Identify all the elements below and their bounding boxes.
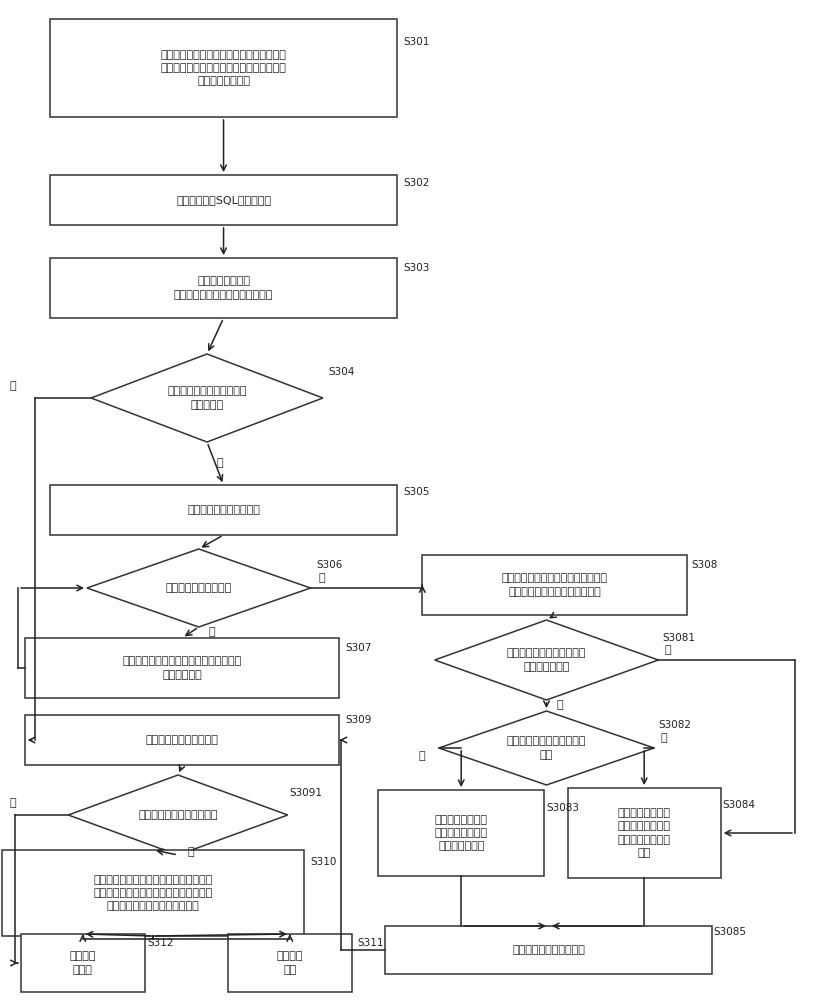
Polygon shape [434,620,657,700]
Text: 销毁会话上水平分区表二级索引异步并行
执行环境，并更新水平分区表中分区根表
二级索引的索引状态为有效状态: 销毁会话上水平分区表二级索引异步并行 执行环境，并更新水平分区表中分区根表 二级… [93,875,213,911]
Text: 是: 是 [217,458,223,468]
Text: 向用户报
错返回: 向用户报 错返回 [69,951,96,975]
FancyBboxPatch shape [50,485,397,535]
Text: S310: S310 [310,857,337,867]
FancyBboxPatch shape [378,790,543,876]
Text: 接收到二级索引创建指令后，将指令所对应
水平分区表中分区根表的二级索引的索引状
态设置为无效状态: 接收到二级索引创建指令后，将指令所对应 水平分区表中分区根表的二级索引的索引状 … [160,50,286,86]
Text: 等待所有异步子任务完成: 等待所有异步子任务完成 [146,735,218,745]
Polygon shape [87,549,310,627]
FancyBboxPatch shape [21,934,145,992]
Text: 确认异步执行SQL的子任务数: 确认异步执行SQL的子任务数 [176,195,270,205]
Text: S311: S311 [357,938,384,948]
Text: 是: 是 [556,700,562,710]
Text: 提前结束当前异步
子任务，并调整异
步执行状态为异常
状态: 提前结束当前异步 子任务，并调整异 步执行状态为异常 状态 [617,808,670,858]
Text: 初始化会话上水平
分区表二级索引异步并行创建环境: 初始化会话上水平 分区表二级索引异步并行创建环境 [174,276,273,300]
FancyBboxPatch shape [25,715,339,765]
Text: 叶子层分区子表二级索引填
充数据是否正常: 叶子层分区子表二级索引填 充数据是否正常 [506,648,586,672]
Text: S309: S309 [345,715,371,725]
Text: 是否有空闲异步子任务: 是否有空闲异步子任务 [165,583,232,593]
Text: 否: 否 [660,733,667,743]
Text: S3085: S3085 [713,927,746,937]
Text: S305: S305 [403,487,429,497]
Text: 否: 否 [664,645,671,655]
Text: 异步子任务为叶子层分区子表填充二
级索引数据，定期检查执行状态: 异步子任务为叶子层分区子表填充二 级索引数据，定期检查执行状态 [501,573,607,597]
FancyBboxPatch shape [422,555,686,615]
Text: S302: S302 [403,178,429,188]
FancyBboxPatch shape [2,850,304,936]
Text: S3091: S3091 [289,788,323,798]
Text: 否: 否 [10,381,17,391]
Polygon shape [91,354,323,442]
Text: 否: 否 [208,628,215,638]
Text: S306: S306 [316,560,342,570]
Text: 否: 否 [10,798,17,808]
Text: S307: S307 [345,643,371,653]
FancyBboxPatch shape [25,638,339,698]
Text: S3083: S3083 [546,803,579,813]
Text: S3084: S3084 [721,800,754,810]
Text: S312: S312 [147,938,174,948]
Text: 等待空闲异步子任务，定期检查是否有空
闲异步子任务: 等待空闲异步子任务，定期检查是否有空 闲异步子任务 [122,656,241,680]
FancyBboxPatch shape [50,258,397,318]
Text: 是: 是 [188,848,194,857]
Text: 是: 是 [318,573,325,583]
FancyBboxPatch shape [50,175,397,225]
FancyBboxPatch shape [567,788,719,878]
Polygon shape [68,775,288,855]
Text: 正常结束当前异步子任务: 正常结束当前异步子任务 [512,945,585,955]
Text: S301: S301 [403,37,429,47]
Text: S308: S308 [691,560,717,570]
Text: S303: S303 [403,263,429,273]
Text: 成功返回
用户: 成功返回 用户 [276,951,303,975]
Text: S3081: S3081 [662,633,695,643]
Text: 定期检查执行状态是否正常: 定期检查执行状态是否正常 [138,810,218,820]
Text: 持续检查是否有叶子层子表
待填充数据: 持续检查是否有叶子层子表 待填充数据 [167,386,246,410]
FancyBboxPatch shape [385,926,711,974]
Text: S3082: S3082 [657,720,691,730]
FancyBboxPatch shape [50,19,397,117]
Text: 继续填充二级索引
数据，等待二级索
引数据填充完成: 继续填充二级索引 数据，等待二级索 引数据填充完成 [434,815,487,851]
Polygon shape [438,711,653,785]
FancyBboxPatch shape [227,934,351,992]
Text: 取出单个叶子层分区子表: 取出单个叶子层分区子表 [187,505,260,515]
Text: S304: S304 [328,367,355,377]
Text: 定期检查异步执行状态是否
正常: 定期检查异步执行状态是否 正常 [506,736,586,760]
Text: 是: 是 [418,751,424,761]
